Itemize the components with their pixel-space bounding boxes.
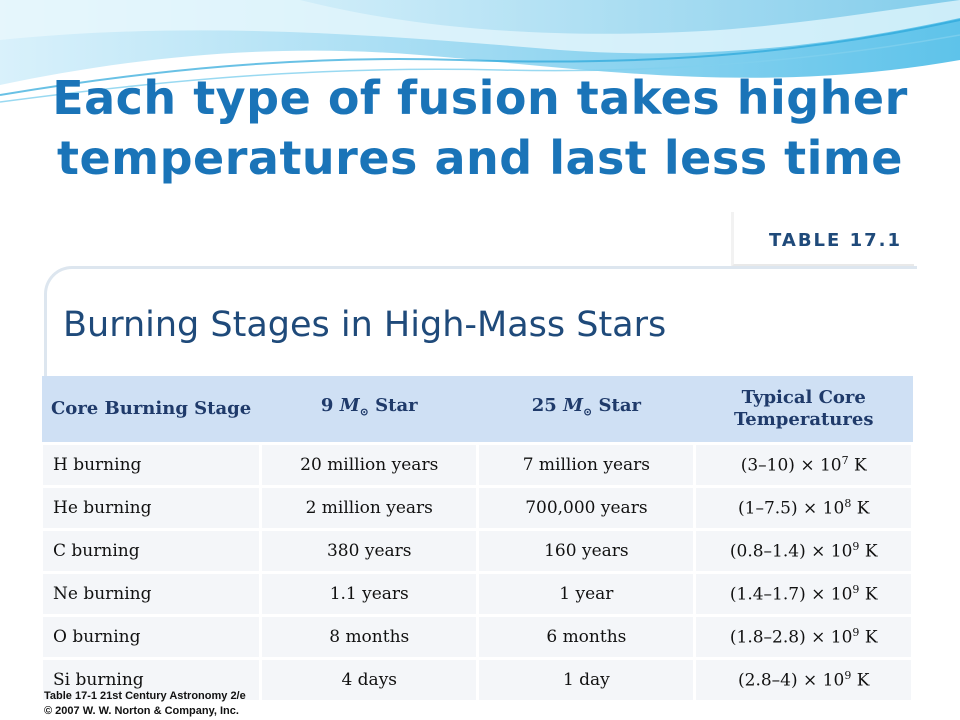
- cell-stage: H burning: [39, 442, 263, 488]
- burning-stages-table: Core Burning Stage 9 M⊙ Star 25 M⊙ Star …: [39, 376, 914, 703]
- cell-25-msun-duration: 160 years: [476, 528, 697, 574]
- table-figure: TABLE 17.1 Burning Stages in High-Mass S…: [39, 212, 917, 703]
- table-number-label: TABLE 17.1: [769, 230, 902, 251]
- cell-core-temperature: (2.8–4) × 109 K: [693, 657, 914, 703]
- credit-line-1: Table 17-1 21st Century Astronomy 2/e: [44, 690, 246, 702]
- cell-core-temperature: (1.4–1.7) × 109 K: [693, 571, 914, 617]
- cell-9-msun-duration: 8 months: [259, 614, 480, 660]
- table-credit: Table 17-1 21st Century Astronomy 2/e © …: [44, 689, 246, 719]
- cell-25-msun-duration: 1 year: [476, 571, 697, 617]
- table-heading: Burning Stages in High-Mass Stars: [63, 305, 667, 345]
- slide-title-line-2: temperatures and last less time: [56, 131, 904, 185]
- table-row: O burning 8 months 6 months (1.8–2.8) × 109…: [39, 614, 914, 660]
- cell-stage: Si burning: [39, 657, 263, 703]
- table-row: H burning 20 million years 7 million years…: [39, 442, 914, 488]
- slide-title: Each type of fusion takes higher tempera…: [40, 68, 920, 188]
- header-25-solar-mass-star: 25 M⊙ Star: [477, 376, 695, 444]
- cell-25-msun-duration: 6 months: [476, 614, 697, 660]
- credit-line-2: © 2007 W. W. Norton & Company, Inc.: [44, 705, 239, 717]
- cell-9-msun-duration: 4 days: [259, 657, 480, 703]
- cell-9-msun-duration: 380 years: [259, 528, 480, 574]
- cell-25-msun-duration: 1 day: [476, 657, 697, 703]
- table-row: He burning 2 million years 700,000 years (1…: [39, 485, 914, 531]
- cell-9-msun-duration: 20 million years: [259, 442, 480, 488]
- decorative-wave-header: [0, 0, 960, 103]
- header-core-burning-stage: Core Burning Stage: [41, 376, 261, 444]
- header-core-temperatures: Typical Core Temperatures: [694, 376, 913, 444]
- cell-stage: O burning: [39, 614, 263, 660]
- table-header-row: Core Burning Stage 9 M⊙ Star 25 M⊙ Star …: [41, 376, 913, 444]
- slide-title-line-1: Each type of fusion takes higher: [52, 71, 908, 125]
- table-number-tag: TABLE 17.1: [731, 212, 914, 267]
- table-row: Ne burning 1.1 years 1 year (1.4–1.7) × 109…: [39, 571, 914, 617]
- cell-stage: He burning: [39, 485, 263, 531]
- cell-stage: C burning: [39, 528, 263, 574]
- cell-9-msun-duration: 1.1 years: [259, 571, 480, 617]
- table-row: C burning 380 years 160 years (0.8–1.4) × 1…: [39, 528, 914, 574]
- cell-stage: Ne burning: [39, 571, 263, 617]
- cell-25-msun-duration: 7 million years: [476, 442, 697, 488]
- cell-core-temperature: (3–10) × 107 K: [693, 442, 914, 488]
- cell-9-msun-duration: 2 million years: [259, 485, 480, 531]
- table-row: Si burning 4 days 1 day (2.8–4) × 109 K: [39, 657, 914, 703]
- header-9-solar-mass-star: 9 M⊙ Star: [260, 376, 478, 444]
- cell-25-msun-duration: 700,000 years: [476, 485, 697, 531]
- cell-core-temperature: (1.8–2.8) × 109 K: [693, 614, 914, 660]
- cell-core-temperature: (1–7.5) × 108 K: [693, 485, 914, 531]
- cell-core-temperature: (0.8–1.4) × 109 K: [693, 528, 914, 574]
